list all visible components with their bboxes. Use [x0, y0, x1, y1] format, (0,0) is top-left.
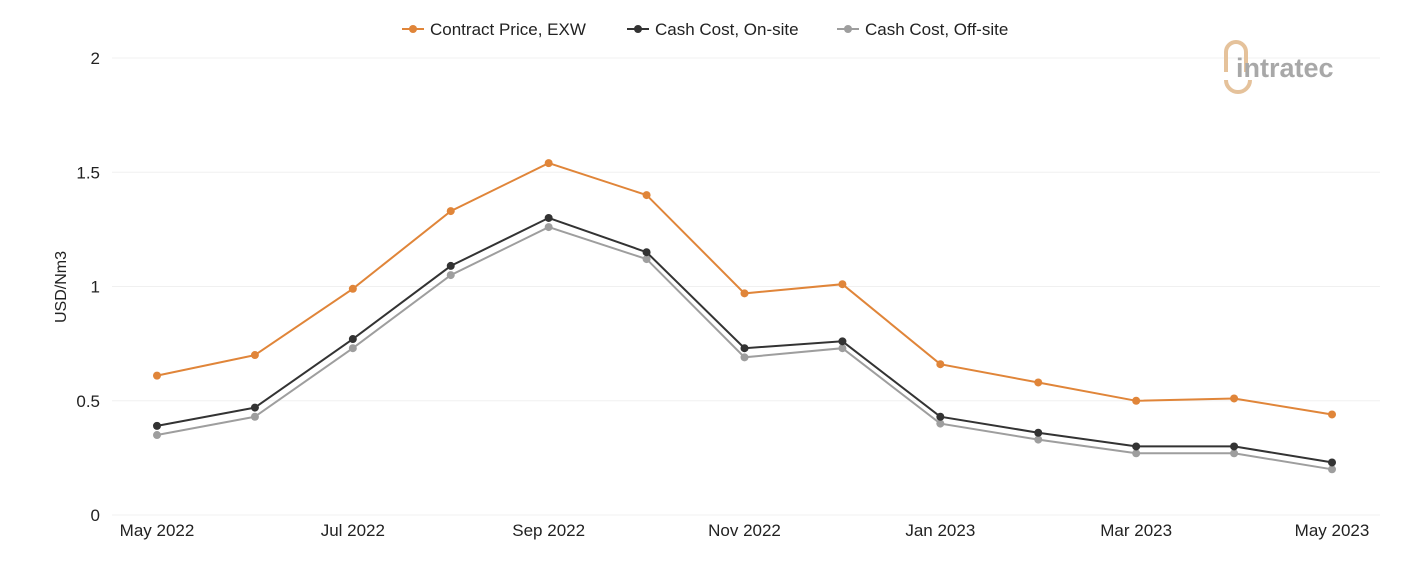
y-axis: 0 0.5 1 1.5 2	[76, 49, 100, 525]
data-point[interactable]	[642, 191, 651, 200]
data-point[interactable]	[250, 412, 259, 421]
data-point[interactable]	[153, 371, 161, 380]
data-point[interactable]	[250, 351, 259, 360]
y-tick-label: 1.5	[76, 163, 100, 182]
data-point[interactable]	[1034, 435, 1043, 444]
series-group	[153, 159, 1336, 474]
data-point[interactable]	[1034, 428, 1043, 437]
data-point[interactable]	[1230, 449, 1239, 458]
data-point[interactable]	[838, 337, 847, 346]
data-point[interactable]	[544, 223, 553, 232]
y-tick-label: 1	[91, 278, 100, 297]
series-contract-price-exw	[153, 159, 1336, 419]
data-point[interactable]	[446, 207, 455, 216]
legend-label: Cash Cost, Off-site	[865, 20, 1008, 39]
y-tick-label: 2	[91, 49, 100, 68]
data-point[interactable]	[1328, 410, 1336, 419]
legend-item[interactable]: Contract Price, EXW	[402, 20, 586, 39]
y-tick-label: 0	[91, 506, 100, 525]
data-point[interactable]	[936, 419, 945, 428]
series-cash-cost-on-site	[153, 213, 1336, 467]
data-point[interactable]	[348, 335, 357, 344]
legend-swatch-dot	[409, 25, 417, 33]
data-point[interactable]	[1132, 449, 1141, 458]
data-point[interactable]	[250, 403, 259, 412]
data-point[interactable]	[1230, 394, 1239, 403]
intratec-logo: intratec	[1224, 40, 1334, 94]
data-point[interactable]	[740, 344, 749, 353]
data-point[interactable]	[740, 289, 749, 298]
series-line	[156, 162, 1333, 416]
x-tick-label: Nov 2022	[708, 521, 781, 540]
series-cash-cost-off-site	[153, 223, 1336, 474]
data-point[interactable]	[153, 431, 161, 440]
logo-text: intratec	[1236, 53, 1334, 83]
data-point[interactable]	[740, 353, 749, 362]
logo-mark-lower-icon	[1224, 79, 1252, 94]
logo-mark-icon	[1224, 40, 1248, 72]
data-point[interactable]	[446, 261, 455, 270]
legend-swatch-dot	[844, 25, 852, 33]
y-axis-title: USD/Nm3	[53, 251, 70, 323]
data-point[interactable]	[446, 271, 455, 280]
y-tick-label: 0.5	[76, 392, 100, 411]
data-point[interactable]	[1328, 458, 1336, 467]
data-point[interactable]	[544, 159, 553, 168]
data-point[interactable]	[1132, 442, 1141, 451]
x-axis: May 2022 Jul 2022 Sep 2022 Nov 2022 Jan 2023…	[120, 521, 1370, 540]
data-point[interactable]	[348, 284, 357, 293]
data-point[interactable]	[348, 344, 357, 353]
data-point[interactable]	[936, 412, 945, 421]
data-point[interactable]	[838, 344, 847, 353]
x-tick-label: Jan 2023	[905, 521, 975, 540]
x-tick-label: Mar 2023	[1100, 521, 1172, 540]
data-point[interactable]	[1132, 396, 1141, 405]
x-tick-label: May 2023	[1295, 521, 1370, 540]
legend-swatch-dot	[634, 25, 642, 33]
data-point[interactable]	[153, 421, 161, 430]
data-point[interactable]	[544, 213, 553, 222]
data-point[interactable]	[1034, 378, 1043, 387]
data-point[interactable]	[838, 280, 847, 289]
series-line	[156, 216, 1333, 464]
legend-label: Contract Price, EXW	[430, 20, 586, 39]
legend-item[interactable]: Cash Cost, On-site	[627, 20, 799, 39]
legend-label: Cash Cost, On-site	[655, 20, 799, 39]
x-tick-label: May 2022	[120, 521, 195, 540]
legend-item[interactable]: Cash Cost, Off-site	[837, 20, 1008, 39]
data-point[interactable]	[1230, 442, 1239, 451]
x-tick-label: Sep 2022	[512, 521, 585, 540]
x-tick-label: Jul 2022	[321, 521, 385, 540]
data-point[interactable]	[642, 255, 651, 264]
legend: Contract Price, EXW Cash Cost, On-site Cas…	[402, 20, 1008, 39]
data-point[interactable]	[1328, 465, 1336, 474]
data-point[interactable]	[936, 360, 945, 369]
data-point[interactable]	[642, 248, 651, 257]
